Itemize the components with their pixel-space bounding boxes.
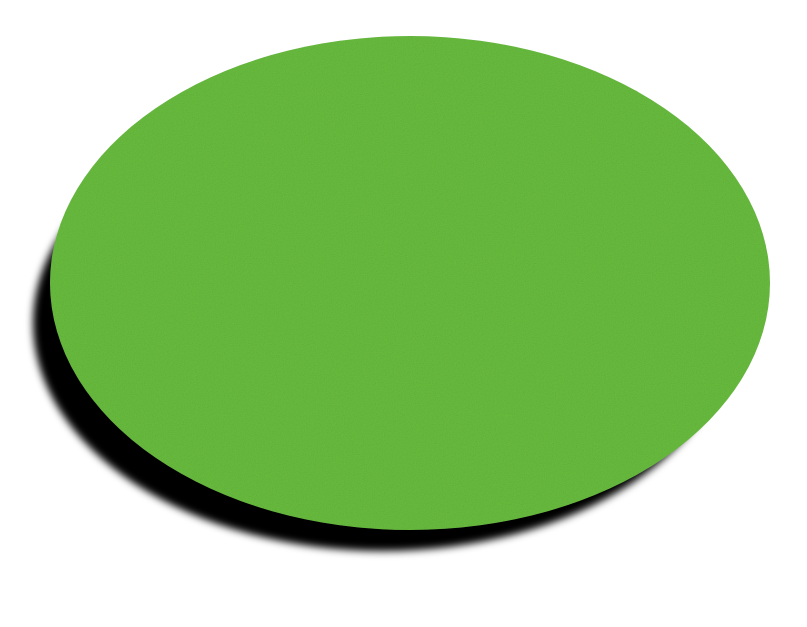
green-disc [50, 36, 770, 530]
